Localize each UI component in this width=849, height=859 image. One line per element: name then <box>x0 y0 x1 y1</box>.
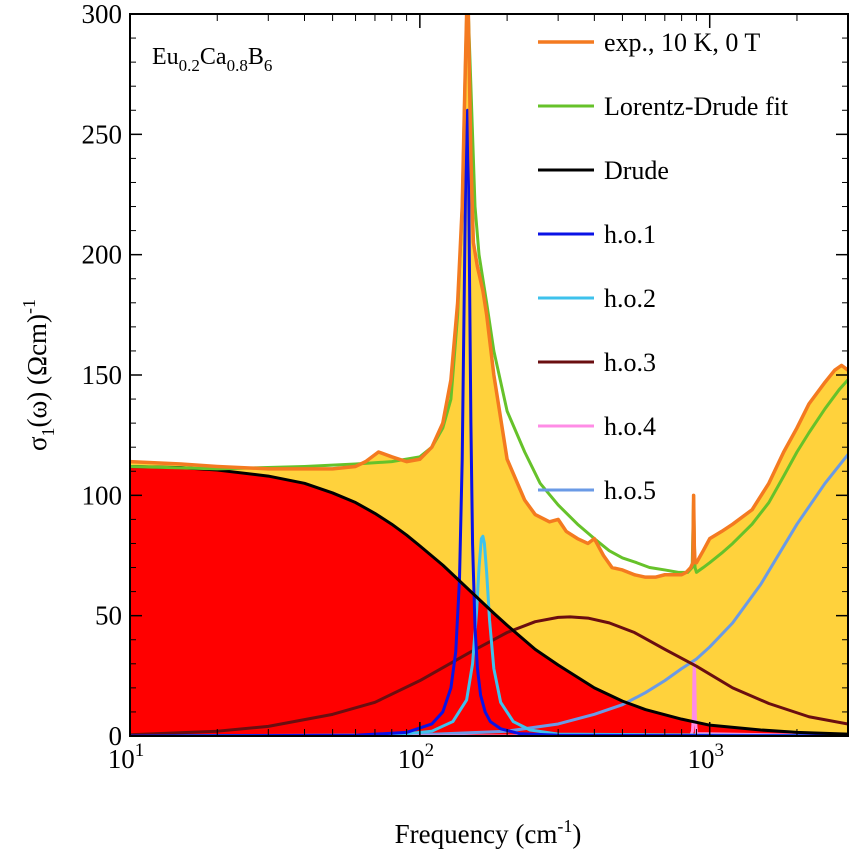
y-tick-label: 300 <box>82 0 123 29</box>
y-tick-label: 150 <box>82 360 123 390</box>
annotation-element: B <box>248 44 264 70</box>
y-tick-label: 0 <box>109 721 123 751</box>
x-tick-label: 101 <box>108 740 145 774</box>
y-axis-title-sup: -1 <box>19 299 39 314</box>
legend-label-h-o-5: h.o.5 <box>604 476 656 505</box>
fill-drude <box>130 466 848 736</box>
y-tick-label: 100 <box>82 480 123 510</box>
legend: exp., 10 K, 0 T Lorentz-Drude fit Drude h.o… <box>538 28 789 505</box>
series-h-o-2 <box>130 534 848 736</box>
y-axis-title-main: σ <box>22 436 52 451</box>
axis-ticks: 0 50 100 150 200 250 300 101 102 103 <box>82 0 849 774</box>
series-h-o-5 <box>130 452 848 736</box>
y-axis-title-sub: 1 <box>38 427 58 436</box>
series-h-o-1 <box>130 108 848 736</box>
series-curves <box>130 14 848 736</box>
legend-label-h-o-4: h.o.4 <box>604 412 656 441</box>
y-axis-title: σ1(ω) (Ωcm)-1 <box>19 299 58 451</box>
legend-label-h-o-2: h.o.2 <box>604 284 656 313</box>
x-tick-label: 103 <box>687 740 724 774</box>
y-tick-label: 250 <box>82 119 123 149</box>
legend-label-lorentz-drude-fit: Lorentz-Drude fit <box>604 92 789 121</box>
annotation-element: Eu <box>152 44 179 70</box>
legend-label-exp-10-k-0-t: exp., 10 K, 0 T <box>604 28 760 57</box>
legend-label-drude: Drude <box>604 156 669 185</box>
x-axis-title: Frequency (cm-1) <box>395 816 582 849</box>
annotation-subscript: 0.8 <box>227 56 248 75</box>
sample-annotation: Eu0.2Ca0.8B6 <box>152 44 272 75</box>
x-axis-title-sup: -1 <box>557 816 572 836</box>
series-h-o-3 <box>130 615 848 736</box>
x-axis-title-main: Frequency (cm <box>395 819 558 849</box>
y-tick-label: 200 <box>82 240 123 270</box>
area-fills <box>130 14 848 736</box>
annotation-subscript: 6 <box>264 56 273 75</box>
annotation-subscript: 0.2 <box>179 56 200 75</box>
legend-label-h-o-3: h.o.3 <box>604 348 656 377</box>
legend-label-h-o-1: h.o.1 <box>604 220 656 249</box>
series-drude <box>130 464 848 736</box>
x-axis-title-end: ) <box>572 819 581 849</box>
series-exp-10-k-0-t <box>130 14 848 579</box>
y-tick-label: 50 <box>95 601 122 631</box>
y-axis-title-mid: (ω) (Ωcm) <box>22 314 52 428</box>
x-tick-label: 102 <box>398 740 435 774</box>
annotation-element: Ca <box>200 44 227 70</box>
